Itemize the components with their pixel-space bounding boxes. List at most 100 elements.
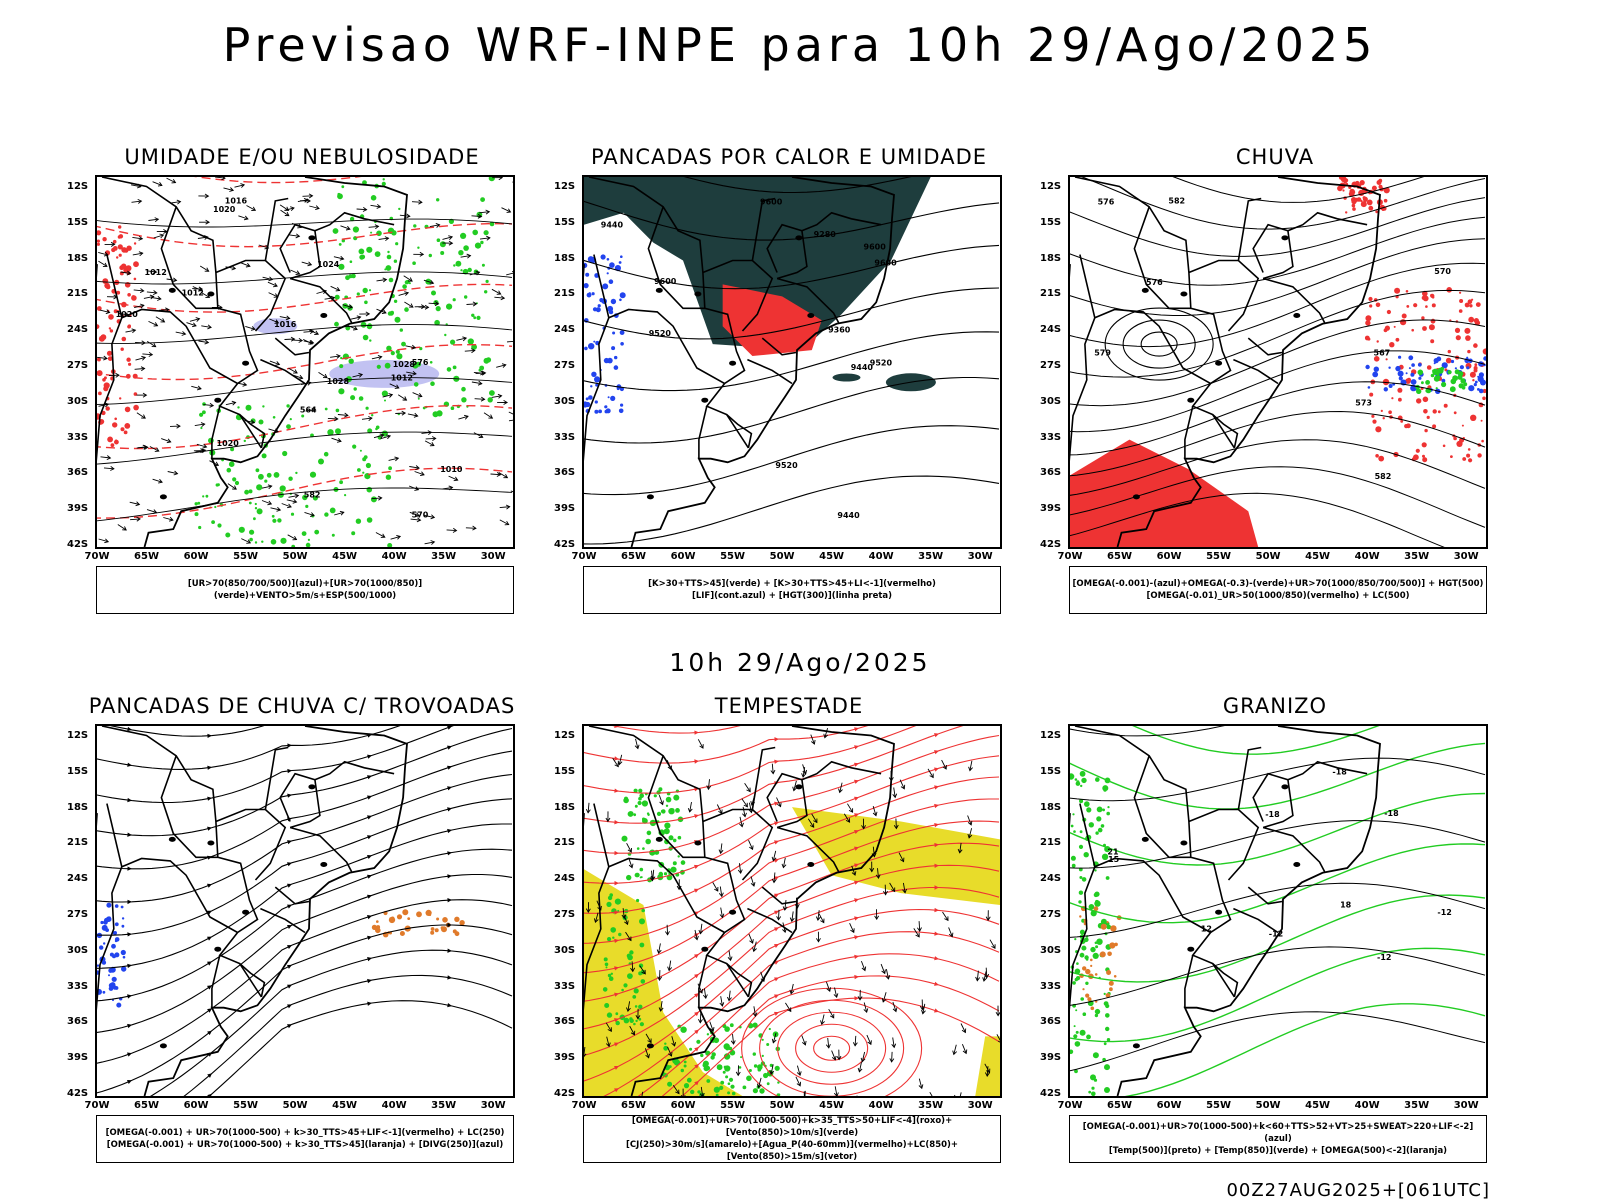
shaded-speck	[1104, 1042, 1107, 1045]
shaded-speck	[1371, 415, 1374, 418]
shaded-speck	[1106, 812, 1110, 816]
lake	[207, 841, 214, 846]
shaded-speck	[763, 1073, 768, 1078]
lon-tick-label: 45W	[819, 1100, 844, 1111]
shaded-speck	[620, 330, 625, 335]
shaded-speck	[106, 916, 112, 922]
shaded-speck	[1383, 417, 1385, 419]
shaded-speck	[235, 481, 239, 485]
shaded-speck	[249, 538, 253, 542]
contour-label: 579	[1094, 349, 1111, 358]
shaded-speck	[1422, 326, 1427, 331]
lat-tick-label: 27S	[67, 360, 88, 371]
shaded-speck	[127, 293, 131, 297]
shaded-speck	[615, 899, 621, 905]
lake	[807, 862, 814, 867]
shaded-speck	[1352, 204, 1356, 208]
shaded-speck	[371, 195, 377, 201]
map-frame[interactable]	[95, 724, 515, 1098]
shaded-speck	[351, 274, 356, 279]
shaded-speck	[119, 397, 121, 399]
shaded-speck	[398, 208, 400, 210]
shaded-speck	[1474, 369, 1478, 373]
shaded-speck	[1363, 196, 1366, 199]
shaded-speck	[684, 1061, 687, 1064]
shaded-speck	[1374, 367, 1379, 372]
shaded-speck	[98, 392, 102, 396]
contour-label: 1012	[391, 374, 413, 383]
shaded-speck	[1394, 288, 1400, 294]
lat-tick-label: 15S	[1040, 217, 1061, 228]
lat-tick-label: 27S	[554, 909, 575, 920]
shaded-speck	[1432, 370, 1434, 372]
shaded-speck	[584, 347, 588, 351]
shaded-speck	[440, 251, 444, 255]
shaded-speck	[1384, 328, 1388, 332]
shaded-speck	[430, 931, 434, 935]
lat-tick-label: 30S	[67, 396, 88, 407]
shaded-speck	[111, 944, 116, 949]
streamline-arrow	[614, 851, 619, 855]
shaded-speck	[1450, 386, 1456, 392]
shaded-speck	[1372, 420, 1376, 424]
country-border	[280, 225, 320, 279]
shaded-speck	[609, 262, 615, 268]
shaded-speck	[1408, 355, 1413, 360]
shaded-speck	[720, 1081, 724, 1085]
shaded-speck	[480, 241, 483, 244]
shaded-speck	[198, 526, 201, 529]
contour-label: 1010	[440, 465, 463, 474]
shaded-speck	[598, 410, 602, 414]
shaded-speck	[1464, 328, 1470, 334]
map-frame[interactable]	[582, 724, 1002, 1098]
shaded-speck	[622, 836, 628, 842]
streamline	[97, 824, 512, 968]
streamline-arrow	[127, 867, 132, 871]
shaded-speck	[110, 329, 113, 332]
shaded-speck	[1436, 357, 1441, 362]
shaded-speck	[591, 372, 596, 377]
lat-tick-label: 39S	[1040, 503, 1061, 514]
shaded-speck	[632, 995, 636, 999]
shaded-speck	[614, 356, 617, 359]
shaded-speck	[602, 283, 608, 289]
lat-tick-label: 15S	[554, 217, 575, 228]
country-border	[699, 406, 707, 459]
shaded-speck	[288, 477, 292, 481]
lat-tick-label: 42S	[1040, 539, 1061, 550]
shaded-speck	[376, 925, 380, 929]
lon-tick-label: 35W	[1404, 1100, 1429, 1111]
shaded-speck	[387, 251, 389, 253]
shaded-speck	[1483, 356, 1486, 360]
shaded-speck	[336, 409, 340, 413]
legend-line: [OMEGA(-0.001)+UR>70(1000-500)+k<60+TTS>…	[1070, 1121, 1486, 1145]
shaded-speck	[1432, 424, 1436, 428]
wind-vector	[509, 412, 513, 416]
shaded-speck	[244, 490, 249, 495]
shaded-speck	[334, 322, 339, 327]
shaded-speck	[610, 927, 616, 933]
shaded-speck	[585, 273, 589, 277]
shaded-speck	[1073, 830, 1076, 833]
contour-label: 1012	[145, 268, 167, 277]
legend-box: [OMEGA(-0.001)-(azul)+OMEGA(-0.3)-(verde…	[1069, 566, 1487, 614]
country-border	[1288, 762, 1367, 780]
shaded-speck	[1086, 807, 1091, 812]
lon-tick-label: 55W	[720, 551, 745, 562]
shaded-speck	[1411, 329, 1414, 332]
shaded-speck	[730, 1023, 734, 1027]
shaded-speck	[108, 974, 110, 976]
shaded-speck	[1409, 367, 1411, 369]
shaded-speck	[616, 1021, 620, 1025]
shaded-speck	[664, 828, 670, 834]
heat-moisture-area	[833, 374, 861, 382]
shaded-speck	[366, 407, 369, 410]
shaded-speck	[636, 899, 639, 902]
shaded-speck	[1084, 801, 1090, 807]
shaded-speck	[1469, 304, 1472, 307]
shaded-speck	[635, 873, 640, 878]
